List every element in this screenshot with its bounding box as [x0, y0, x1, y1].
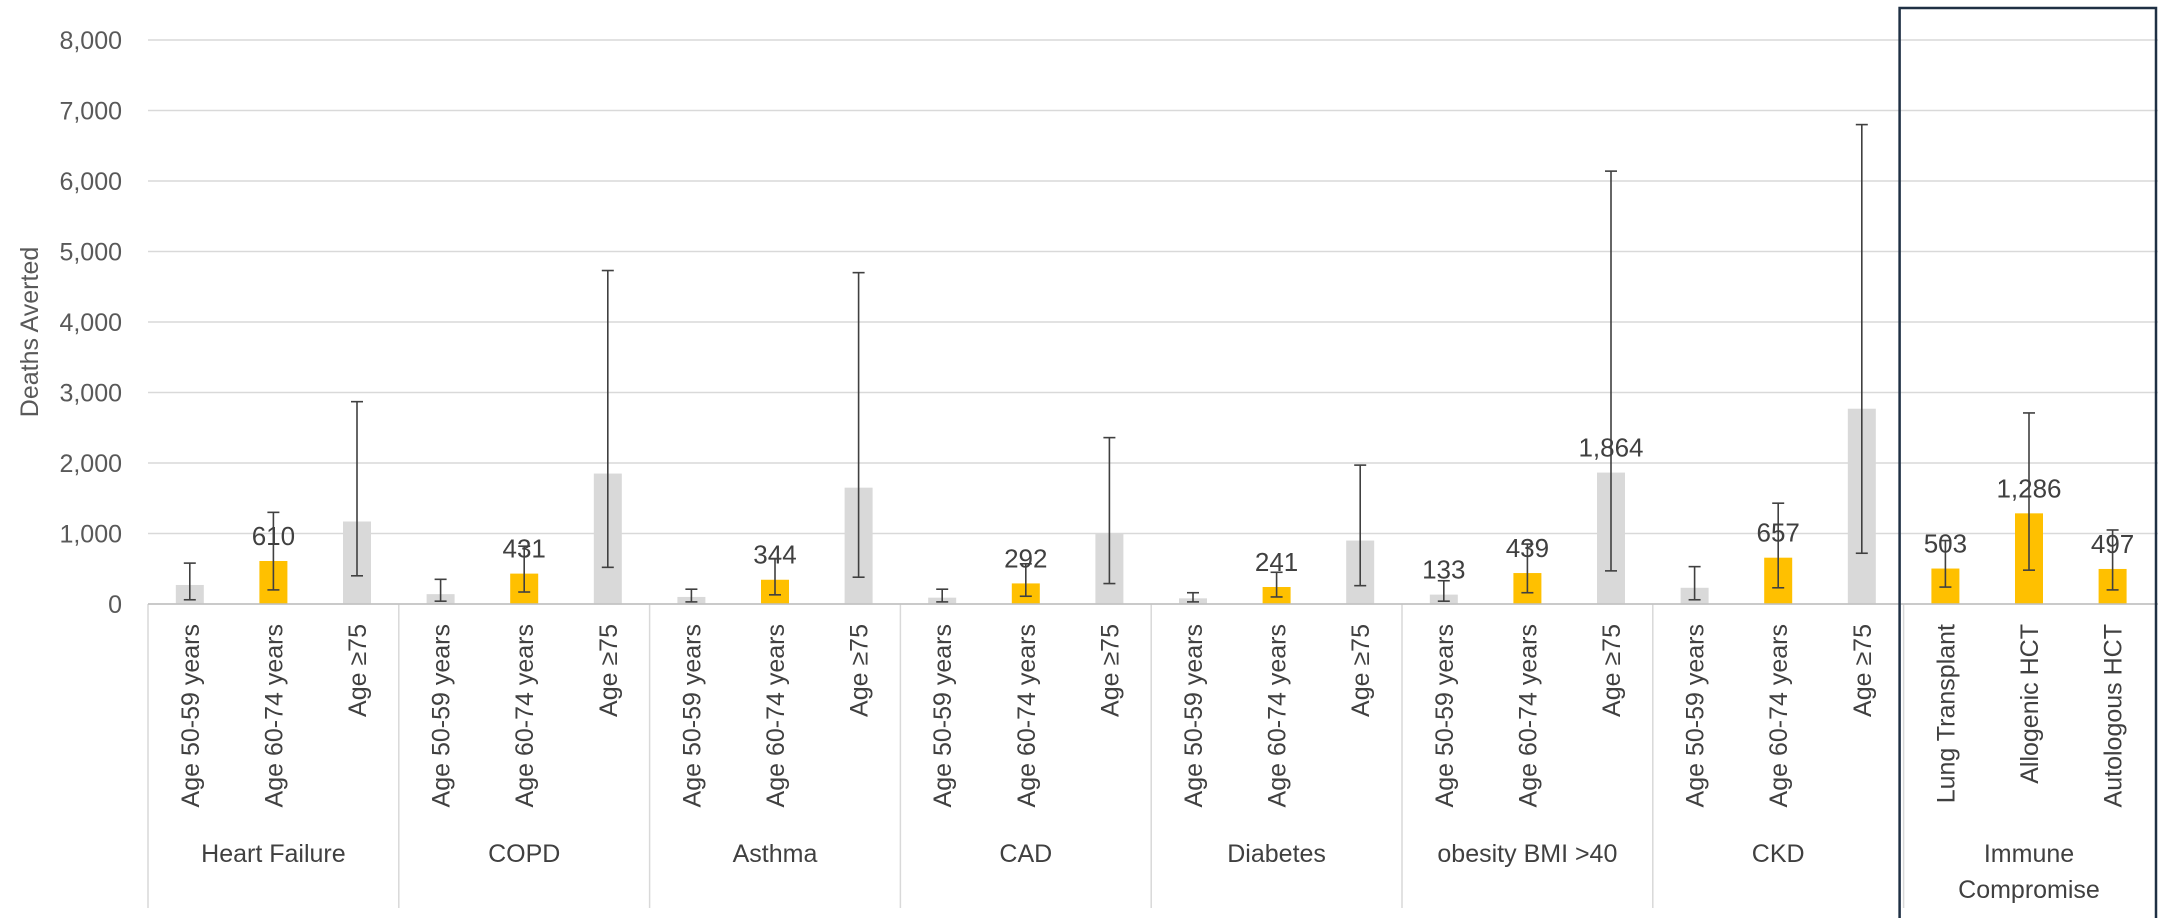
data-label: 1,864 — [1578, 433, 1643, 463]
data-label: 344 — [753, 540, 796, 570]
y-tick-label: 1,000 — [59, 521, 122, 549]
category-label: Age ≥75 — [344, 624, 372, 717]
group-label-heart-failure: Heart Failure — [201, 840, 346, 868]
y-tick-label: 5,000 — [59, 239, 122, 267]
category-label: Lung Transplant — [1932, 624, 1960, 803]
category-label: Age ≥75 — [846, 624, 874, 717]
data-label: 292 — [1004, 543, 1047, 573]
y-tick-label: 8,000 — [59, 27, 122, 55]
category-label: Age ≥75 — [1347, 624, 1375, 717]
category-label: Age 50-59 years — [177, 624, 205, 807]
y-tick-label: 4,000 — [59, 309, 122, 337]
y-axis-ticks: 0 1,000 2,000 3,000 4,000 5,000 6,000 7,000 8,00… — [59, 27, 122, 619]
data-label: 610 — [252, 521, 295, 551]
category-label: Age 60-74 years — [1013, 624, 1041, 807]
y-tick-label: 2,000 — [59, 450, 122, 478]
group-label-obesity-bmi-40: obesity BMI >40 — [1437, 840, 1617, 868]
category-label: Age 60-74 years — [1765, 624, 1793, 807]
category-label: Age 50-59 years — [428, 624, 456, 807]
data-label: 439 — [1506, 533, 1549, 563]
category-labels: Age 50-59 years Age 60-74 years Age ≥75 Age… — [177, 624, 2128, 808]
category-label: Age ≥75 — [1598, 624, 1626, 717]
y-tick-label: 6,000 — [59, 168, 122, 196]
category-label: Age ≥75 — [595, 624, 623, 717]
data-labels: 610 431 344 292 241 133 439 1,864 657 503 1,286 497 — [252, 433, 2135, 585]
category-label: Age ≥75 — [1096, 624, 1124, 717]
category-label: Age 50-59 years — [1180, 624, 1208, 807]
group-label-diabetes: Diabetes — [1227, 840, 1326, 868]
data-label: 503 — [1924, 529, 1967, 559]
error-bars — [183, 123, 2119, 603]
category-label: Age ≥75 — [1849, 624, 1877, 717]
y-tick-label: 0 — [108, 591, 122, 619]
data-label: 497 — [2091, 529, 2134, 559]
bars — [175, 408, 2127, 604]
category-label: Age 50-59 years — [678, 624, 706, 807]
group-label-copd: COPD — [488, 840, 560, 868]
category-label: Age 50-59 years — [1431, 624, 1459, 807]
group-label-immune-compromise: Immune Compromise — [1958, 840, 2100, 904]
category-label: Autologous HCT — [2100, 624, 2128, 807]
category-label: Age 60-74 years — [1514, 624, 1542, 807]
data-label: 133 — [1422, 555, 1465, 585]
gridlines — [148, 39, 2158, 605]
y-axis-title: Deaths Averted — [16, 247, 44, 417]
data-label: 431 — [503, 534, 546, 564]
category-label: Age 60-74 years — [1264, 624, 1292, 807]
group-separators — [147, 603, 2158, 908]
category-label: Age 50-59 years — [929, 624, 957, 807]
y-tick-label: 7,000 — [59, 98, 122, 126]
category-label: Age 60-74 years — [511, 624, 539, 807]
data-label: 657 — [1757, 518, 1800, 548]
data-label: 241 — [1255, 547, 1298, 577]
group-label-asthma: Asthma — [733, 840, 818, 868]
data-label: 1,286 — [1996, 473, 2061, 503]
category-label: Age 50-59 years — [1682, 624, 1710, 807]
y-tick-label: 3,000 — [59, 380, 122, 408]
group-label-cad: CAD — [999, 840, 1052, 868]
group-labels: Heart Failure COPD Asthma CAD Diabetes obesit… — [201, 840, 2100, 904]
group-label-ckd: CKD — [1752, 840, 1805, 868]
category-label: Age 60-74 years — [762, 624, 790, 807]
category-label: Age 60-74 years — [260, 624, 288, 807]
category-label: Allogenic HCT — [2016, 624, 2044, 784]
